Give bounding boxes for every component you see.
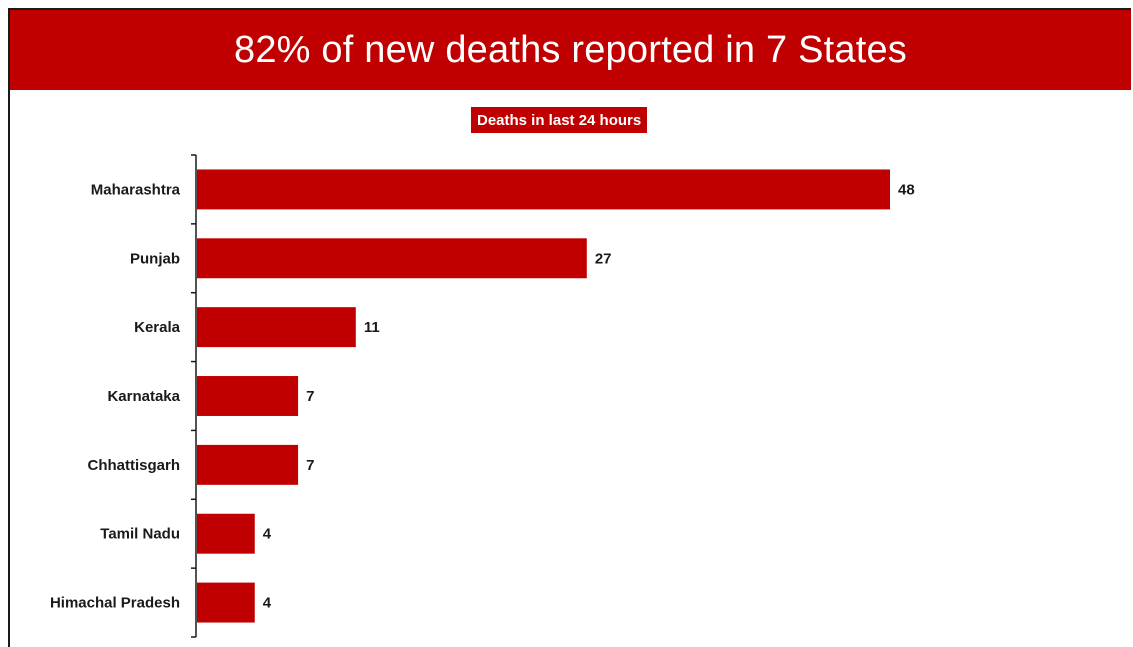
bar bbox=[197, 238, 587, 279]
bar bbox=[197, 376, 299, 416]
category-label: Kerala bbox=[134, 319, 181, 336]
category-label: Himachal Pradesh bbox=[50, 595, 180, 612]
title-banner: 82% of new deaths reported in 7 States bbox=[10, 10, 1131, 90]
axis-layer bbox=[191, 154, 197, 638]
labels-layer: Maharashtra 48 Punjab 27 Kerala 11 Karnataka 7 C… bbox=[50, 181, 915, 611]
bar bbox=[197, 582, 255, 623]
bar bbox=[197, 307, 356, 348]
data-label: 7 bbox=[306, 457, 314, 474]
page-title: 82% of new deaths reported in 7 States bbox=[233, 28, 908, 71]
bar bbox=[197, 169, 890, 210]
data-label: 7 bbox=[306, 388, 314, 405]
data-label: 48 bbox=[898, 181, 915, 198]
data-label: 4 bbox=[263, 526, 272, 543]
category-label: Chhattisgarh bbox=[87, 457, 180, 474]
bar bbox=[197, 444, 299, 485]
category-label: Maharashtra bbox=[91, 181, 181, 198]
category-label: Karnataka bbox=[107, 388, 180, 405]
data-label: 27 bbox=[595, 250, 612, 267]
chart-title-badge: Deaths in last 24 hours bbox=[471, 107, 648, 133]
bars-layer bbox=[197, 169, 890, 623]
bar bbox=[197, 513, 255, 554]
category-label: Tamil Nadu bbox=[100, 526, 180, 543]
category-label: Punjab bbox=[130, 250, 180, 267]
data-label: 11 bbox=[364, 319, 380, 336]
data-label: 4 bbox=[263, 595, 272, 612]
chart-title: Deaths in last 24 hours bbox=[477, 111, 642, 129]
